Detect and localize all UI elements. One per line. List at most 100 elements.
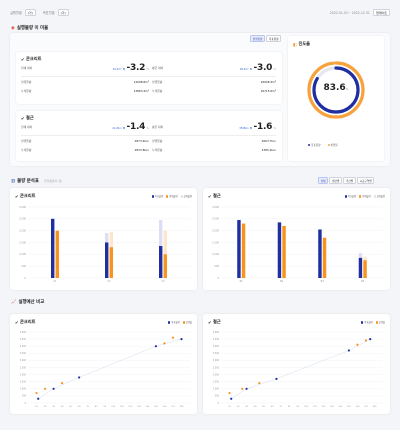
scatter-card-title: ✔ 철근 bbox=[208, 319, 221, 325]
bar-card-concrete: ✔ 콘크리트 목표물량 현재물량 설계물량 3,000 2,500 2,000 1,50… bbox=[10, 188, 197, 290]
scatter-point bbox=[37, 397, 40, 400]
progress-legend: 목표물량 실행물 bbox=[308, 143, 338, 147]
x-tick-label: 120 bbox=[321, 406, 326, 408]
tab-weekly[interactable]: 주간별 bbox=[343, 177, 356, 185]
x-tick-label: 70 bbox=[279, 406, 282, 408]
y-tick-label: 1,000 bbox=[212, 253, 219, 256]
bar-chart-concrete: 3,000 2,500 2,000 1,500 1,000 500 0 C1 C2 C3 bbox=[19, 206, 190, 283]
scatter-point bbox=[228, 391, 231, 395]
section2-tabs: 전체 월간별 주간별 시공구역별 bbox=[318, 177, 375, 185]
scatter-point bbox=[275, 377, 278, 380]
check-icon: ✔ bbox=[21, 115, 25, 121]
bar bbox=[163, 254, 167, 278]
bar bbox=[109, 247, 113, 278]
x-tick-label: 130 bbox=[330, 406, 335, 408]
date-range: 2022.01.01~ 2022.12.31 bbox=[329, 10, 370, 15]
scatter-legend: 목표물량 실행물 bbox=[168, 320, 192, 324]
rebar-row-2b: 누적물량 2385.2ton bbox=[152, 148, 276, 152]
tab-all[interactable]: 전체 bbox=[318, 177, 329, 185]
y-tick-label: 0 bbox=[217, 277, 219, 280]
check-icon: ✔ bbox=[208, 319, 212, 325]
concrete-title: ✔ 콘크리트 bbox=[21, 56, 42, 62]
scatter-card-rebar: ✔ 철근 목표물량 실행물 5,000 4,500 4,000 3,500 3,000 2,… bbox=[203, 314, 390, 414]
scatter-point bbox=[35, 391, 38, 395]
x-tick-label: 160 bbox=[355, 406, 360, 408]
progress-card: ◧ 진도율 83.6% 목표물량 실행물 bbox=[288, 36, 384, 161]
scatter-chart-concrete: 5,000 4,500 4,000 3,500 3,000 2,500 2,000 1,500… bbox=[20, 331, 190, 408]
x-tick-label: 170 bbox=[171, 406, 176, 408]
y-tick-label: 1,000 bbox=[20, 388, 27, 391]
filter-select-1[interactable]: (가) bbox=[24, 9, 36, 17]
y-tick-label: 2,000 bbox=[212, 229, 219, 232]
y-tick-label: 2,500 bbox=[19, 218, 26, 221]
tab-zone[interactable]: 시공구역별 bbox=[356, 177, 375, 185]
x-tick-label: B3 bbox=[321, 280, 325, 283]
y-tick-label: 2,500 bbox=[20, 366, 27, 369]
check-icon: ✔ bbox=[21, 56, 25, 62]
y-tick-label: 0 bbox=[25, 402, 27, 405]
check-icon: ✔ bbox=[208, 193, 212, 199]
scatter-card-concrete: ✔ 콘크리트 목표물량 실행물 5,000 4,500 4,000 3,500 3,000… bbox=[10, 314, 197, 414]
down-arrow-icon: ▼ bbox=[250, 127, 253, 130]
y-tick-label: 2,000 bbox=[20, 373, 27, 376]
x-tick-label: 150 bbox=[347, 406, 352, 408]
tab-target[interactable]: 목표물량 bbox=[266, 35, 282, 43]
stat-label: 평균 대비 bbox=[152, 66, 164, 70]
down-arrow-icon: ▼ bbox=[250, 68, 253, 71]
y-tick-label: 500 bbox=[214, 265, 219, 268]
scatter-point bbox=[180, 338, 183, 341]
rebar-summary-card: ✔ 철근 현재 대비 41.2ton ▼ -1.4 % 평균 대비 38.8to… bbox=[16, 111, 282, 161]
progress-donut bbox=[307, 61, 365, 119]
y-tick-label: 1,500 bbox=[19, 241, 26, 244]
bar-legend: 목표물량 현재물량 설계물량 bbox=[344, 194, 385, 198]
x-tick-label: 60 bbox=[271, 406, 274, 408]
scatter-point bbox=[43, 387, 47, 390]
y-tick-label: 2,500 bbox=[212, 218, 219, 221]
y-tick-label: 0 bbox=[218, 402, 220, 405]
y-tick-label: 4,500 bbox=[20, 338, 27, 341]
scatter-point bbox=[356, 343, 359, 346]
target-icon: ◉ bbox=[11, 25, 15, 31]
y-tick-label: 3,500 bbox=[213, 352, 220, 355]
bar bbox=[318, 229, 322, 278]
y-tick-label: 2,000 bbox=[213, 373, 220, 376]
y-tick-label: 500 bbox=[21, 265, 26, 268]
y-tick-label: 500 bbox=[215, 395, 220, 398]
filter-select-2[interactable]: (가) bbox=[57, 9, 69, 17]
bar-card-rebar: ✔ 철근 목표물량 현재물량 설계물량 3,000 2,500 2,000 1,500 1… bbox=[203, 188, 390, 290]
y-tick-label: 2,000 bbox=[19, 229, 26, 232]
x-tick-label: 180 bbox=[372, 406, 377, 408]
scatter-point bbox=[171, 336, 175, 339]
x-tick-label: 50 bbox=[262, 406, 265, 408]
x-tick-label: 50 bbox=[69, 406, 72, 408]
update-button[interactable]: 업데이트 bbox=[372, 9, 390, 17]
y-tick-label: 3,000 bbox=[212, 206, 219, 209]
scatter-point bbox=[241, 387, 244, 390]
y-tick-label: 3,000 bbox=[213, 359, 220, 362]
top-filter-bar: 실행월별 (가) 목표월별 (가) bbox=[10, 9, 69, 17]
x-tick-label: 40 bbox=[254, 406, 257, 408]
rebar-stat-current: 현재 대비 41.2ton ▼ -1.4 % bbox=[21, 122, 149, 132]
trend-line bbox=[38, 338, 182, 399]
bar bbox=[363, 260, 367, 278]
scatter-point bbox=[245, 387, 248, 390]
y-tick-label: 2,500 bbox=[213, 366, 220, 369]
bar bbox=[277, 222, 282, 278]
progress-value: 83.6% bbox=[323, 83, 349, 93]
tab-monthly[interactable]: 월간별 bbox=[329, 177, 343, 185]
tab-execution[interactable]: 실행물량 bbox=[250, 35, 266, 43]
x-tick-label: B2 bbox=[280, 280, 284, 283]
bar-chart-icon: ▥ bbox=[11, 178, 16, 184]
x-tick-label: 130 bbox=[137, 406, 142, 408]
trend-line bbox=[231, 338, 371, 399]
x-tick-label: B4 bbox=[361, 280, 365, 283]
x-tick-label: 80 bbox=[95, 406, 98, 408]
concrete-row-2b: 누적물량 16715.6m³ bbox=[152, 89, 276, 93]
line-chart-icon: 📈 bbox=[11, 299, 17, 305]
scatter-point bbox=[154, 345, 157, 348]
rebar-row-1a: 실행물량 2873.4ton bbox=[21, 139, 149, 143]
y-tick-label: 1,000 bbox=[19, 253, 26, 256]
y-tick-label: 500 bbox=[22, 395, 27, 398]
check-icon: ✔ bbox=[15, 319, 19, 325]
scatter-point bbox=[364, 339, 368, 342]
